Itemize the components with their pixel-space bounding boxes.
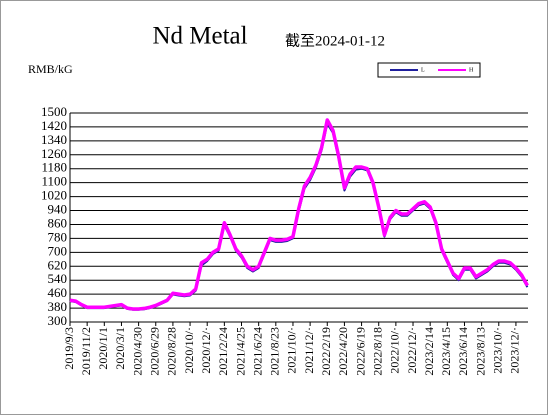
y-tick-label: 1100 — [41, 174, 67, 189]
y-tick-label: 620 — [48, 257, 68, 272]
x-tick-label: 2022/10/· — [388, 327, 402, 374]
x-tick-label: 2019/9/3 — [62, 327, 76, 370]
x-tick-label: 2020/4/30 — [130, 327, 144, 376]
x-tick-label: 2022/8/18 — [370, 327, 384, 376]
x-tick-label: 2020/3/1 — [113, 327, 127, 370]
y-tick-label: 300 — [48, 313, 68, 328]
y-tick-label: 1260 — [41, 146, 67, 161]
x-tick-label: 2023/10/· — [491, 327, 505, 374]
x-tick-label: 2023/4/15 — [439, 327, 453, 376]
x-tick-label: 2023/2/14 — [422, 327, 436, 376]
x-tick-label: 2023/12/· — [508, 327, 522, 374]
chart-subtitle: 截至2024-01-12 — [285, 32, 385, 49]
y-tick-label: 1500 — [41, 104, 67, 119]
x-tick-label: 2020/8/28 — [165, 327, 179, 376]
x-tick-label: 2022/4/20 — [336, 327, 350, 376]
y-axis-label: RMB/kG — [28, 62, 73, 76]
y-tick-label: 1340 — [41, 132, 67, 147]
x-tick-label: 2021/2/24 — [216, 327, 230, 376]
y-tick-label: 780 — [48, 229, 68, 244]
x-tick-label: 2021/6/24 — [250, 327, 264, 376]
y-tick-label: 380 — [48, 299, 68, 314]
x-tick-label: 2020/6/29 — [148, 327, 162, 376]
x-tick-label: 2020/1/1 — [96, 327, 110, 370]
x-tick-label: 2022/6/19 — [353, 327, 367, 376]
y-tick-label: 1420 — [41, 118, 67, 133]
y-tick-label: 700 — [48, 243, 68, 258]
legend — [377, 62, 481, 78]
y-tick-label: 1020 — [41, 188, 67, 203]
y-tick-label: 860 — [48, 215, 68, 230]
x-tick-label: 2020/10/· — [182, 327, 196, 374]
x-tick-label: 2020/12/· — [199, 327, 213, 374]
line-series — [69, 118, 529, 311]
y-tick-label: 460 — [48, 285, 68, 300]
x-tick-label: 2023/6/14 — [456, 327, 470, 376]
x-tick-label: 2022/2/19 — [319, 327, 333, 376]
chart-title: Nd Metal — [152, 23, 247, 50]
legend-label: H — [469, 67, 474, 73]
x-tick-label: 2022/12/· — [405, 327, 419, 374]
x-tick-label: 2023/8/13 — [473, 327, 487, 376]
x-tick-label: 2021/10/· — [285, 327, 299, 374]
y-tick-label: 1180 — [41, 160, 67, 175]
x-tick-label: 2021/12/· — [302, 327, 316, 374]
y-tick-label: 540 — [48, 271, 68, 286]
x-tick-label: 2019/11/2 — [79, 327, 93, 375]
x-tick-label: 2021/4/25 — [233, 327, 247, 376]
y-tick-label: 940 — [48, 202, 68, 217]
legend-label: L — [421, 67, 425, 73]
x-tick-label: 2021/8/23 — [268, 327, 282, 376]
